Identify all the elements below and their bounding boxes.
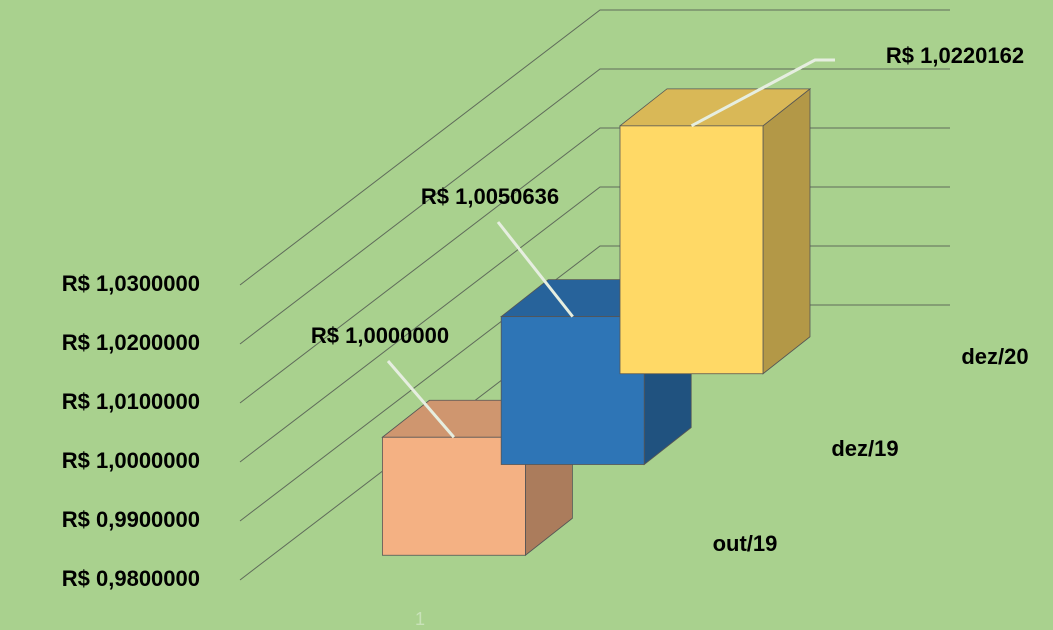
y-tick-label: R$ 0,9800000	[62, 566, 200, 591]
leader-line	[496, 221, 574, 318]
value-label: R$ 1,0000000	[311, 323, 449, 348]
x-tick-label: dez/19	[831, 436, 898, 461]
grid-line	[239, 9, 950, 286]
leader-line	[690, 58, 835, 128]
grid-line	[239, 245, 950, 522]
y-tick-label: R$ 1,0100000	[62, 389, 200, 414]
x-tick-label: out/19	[713, 531, 778, 556]
value-label: R$ 1,0220162	[886, 43, 1024, 68]
grid-line	[239, 68, 950, 345]
x-tick-label: dez/20	[961, 344, 1028, 369]
y-tick-label: R$ 1,0200000	[62, 330, 200, 355]
bar-side	[762, 88, 811, 375]
value-label: R$ 1,0050636	[421, 184, 559, 209]
x-axis-label: 1	[415, 609, 425, 629]
leader-line	[386, 360, 456, 439]
bar	[619, 125, 764, 375]
y-tick-label: R$ 1,0300000	[62, 271, 200, 296]
grid-line	[239, 127, 950, 404]
y-tick-label: R$ 1,0000000	[62, 448, 200, 473]
y-tick-label: R$ 0,9900000	[62, 507, 200, 532]
grid-line	[239, 186, 950, 463]
